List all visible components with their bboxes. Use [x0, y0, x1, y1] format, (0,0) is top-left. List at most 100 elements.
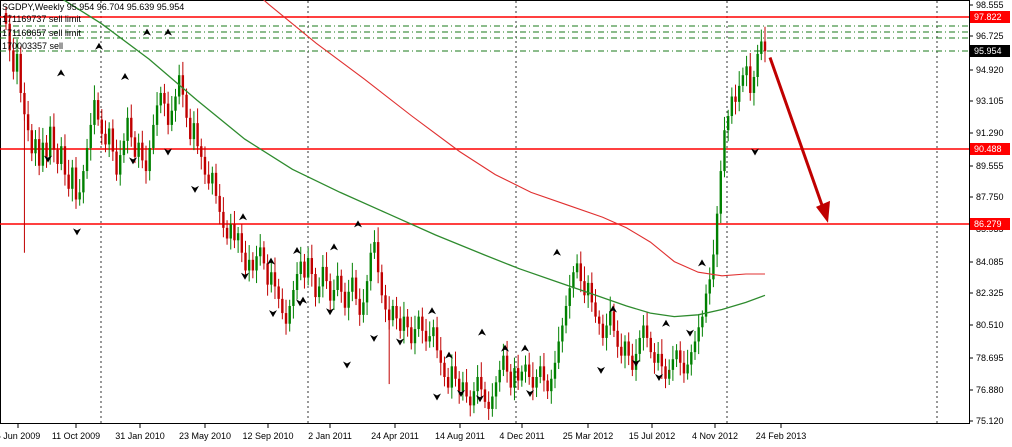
candle-body — [745, 66, 748, 76]
candle-body — [579, 263, 582, 282]
candle-body — [314, 274, 317, 298]
x-tick-label: 24 Apr 2011 — [371, 431, 419, 441]
candle-body — [185, 94, 188, 118]
price-tag — [970, 143, 1010, 155]
candle-body — [82, 171, 85, 193]
candle-body — [505, 355, 509, 372]
candle-body — [660, 353, 664, 367]
candle-body — [166, 103, 170, 125]
candle-body — [192, 123, 196, 140]
fractal-down-marker — [296, 299, 304, 307]
time-axis: 5 Jun 2009 11 Oct 2009 31 Jan 2010 23 May 2… — [0, 424, 806, 441]
candle-body — [273, 272, 277, 287]
candle-body — [491, 396, 494, 409]
candle-body — [561, 325, 564, 342]
candle-body — [472, 391, 476, 406]
candle-body — [347, 291, 350, 308]
candle-body — [321, 266, 325, 287]
candle-body — [26, 114, 30, 131]
fractal-down-marker — [44, 155, 52, 163]
candle-body — [122, 140, 126, 156]
candle-body — [465, 382, 468, 397]
candle-body — [214, 172, 218, 196]
candle-body — [262, 247, 266, 264]
fractal-up-marker — [293, 246, 301, 254]
candle-body — [78, 192, 81, 200]
candle-body — [546, 380, 549, 392]
candle-body — [218, 195, 221, 212]
x-tick-label: 4 Nov 2012 — [692, 431, 738, 441]
candle-body — [174, 96, 177, 111]
candle-body — [266, 263, 269, 285]
candle-body — [255, 256, 258, 271]
candle-body — [203, 156, 207, 175]
candle-body — [664, 366, 667, 379]
moving-averages — [62, 0, 766, 318]
candle-body — [763, 41, 767, 52]
candle-body — [380, 272, 384, 296]
fractal-up-marker — [662, 319, 670, 327]
candle-body — [539, 366, 542, 377]
y-tick-label: 75.120 — [976, 416, 1004, 426]
fractal-down-marker — [326, 308, 334, 316]
price-tag-label: 95.954 — [974, 46, 1002, 56]
candle-body — [715, 213, 719, 255]
candle-body — [623, 341, 627, 356]
candle-body — [564, 305, 568, 326]
candle-body — [295, 274, 299, 290]
candle-body — [513, 368, 516, 388]
candle-body — [369, 252, 372, 282]
candle-body — [306, 258, 310, 278]
candle-body — [281, 298, 284, 314]
candle-body — [424, 330, 428, 342]
candle-body — [572, 272, 575, 289]
fractal-down-marker — [191, 185, 199, 193]
candle-body — [421, 316, 424, 331]
price-tag — [970, 45, 1010, 57]
candle-body — [181, 75, 185, 95]
fractal-up-marker — [121, 72, 129, 80]
candle-body — [428, 336, 431, 342]
candle-body — [240, 233, 244, 253]
candle-body — [365, 281, 369, 303]
candle-body — [483, 389, 487, 402]
candle-body — [454, 366, 457, 379]
candle-body — [719, 171, 722, 214]
x-tick-label: 14 Aug 2011 — [435, 431, 485, 441]
x-tick-label: 12 Sep 2010 — [242, 431, 293, 441]
candle-body — [461, 382, 465, 392]
candle-body — [586, 282, 590, 296]
candle-body — [446, 376, 450, 388]
candle-body — [63, 146, 67, 175]
candle-body — [550, 378, 553, 392]
candle-body — [288, 305, 291, 324]
candle-body — [575, 263, 579, 273]
candle-body — [723, 130, 726, 172]
candle-body — [251, 259, 255, 271]
candle-body — [756, 53, 759, 77]
candle-body — [159, 92, 162, 106]
order-label-1: 171169737 sell limit — [2, 14, 81, 24]
candle-body — [277, 286, 280, 299]
candle-body — [177, 75, 181, 97]
candle-body — [395, 305, 398, 319]
candle-body — [196, 123, 199, 147]
candle-body — [410, 327, 413, 344]
y-tick-label: 91.290 — [976, 128, 1004, 138]
candle-body — [104, 133, 107, 145]
candle-body — [457, 378, 461, 392]
x-tick-label: 15 Jul 2012 — [629, 431, 676, 441]
fractal-down-marker — [269, 310, 277, 318]
candle-body — [535, 376, 538, 388]
candle-body — [469, 396, 472, 406]
trend-arrow-head — [816, 200, 830, 223]
candle-body — [557, 341, 560, 363]
candle-body — [656, 353, 660, 363]
candle-body — [509, 371, 512, 388]
trend-arrow-shaft[interactable] — [768, 56, 826, 212]
order-label-2: 171168657 sell limit — [2, 28, 81, 38]
candle-body — [19, 53, 22, 93]
candle-body — [45, 142, 48, 157]
candle-body — [741, 75, 745, 86]
